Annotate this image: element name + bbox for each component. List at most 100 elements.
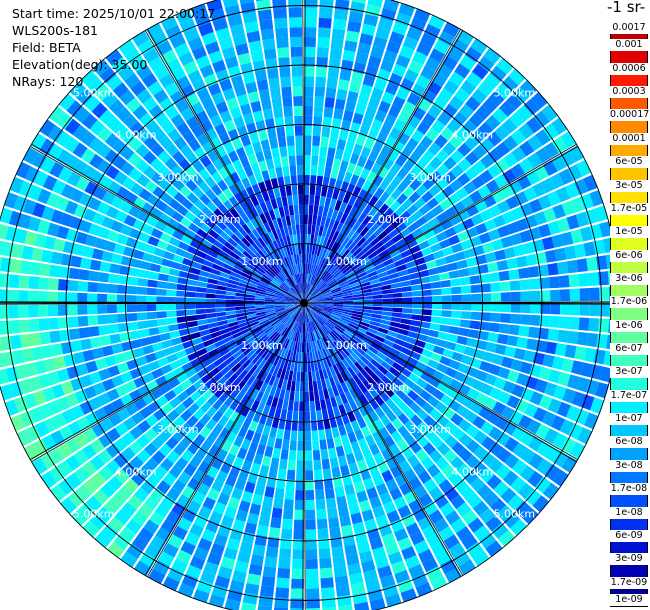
ray-gate-cell — [159, 415, 173, 429]
ray-gate-cell — [361, 315, 372, 321]
ray-gate-cell — [332, 230, 340, 242]
ray-gate-cell — [278, 558, 291, 569]
ray-gate-cell — [196, 281, 208, 288]
ray-gate-cell — [400, 77, 415, 92]
ray-gate-cell — [319, 284, 328, 292]
ray-gate-cell — [268, 315, 278, 321]
ray-gate-cell — [266, 352, 275, 363]
ray-gate-cell — [284, 328, 291, 339]
ray-gate-cell — [131, 535, 149, 551]
ray-gate-cell — [78, 327, 90, 339]
ray-gate-cell — [16, 429, 32, 447]
ray-gate-cell — [376, 266, 387, 275]
ray-gate-cell — [181, 198, 194, 210]
ray-gate-cell — [363, 390, 374, 402]
ray-gate-cell — [295, 321, 299, 332]
ray-gate-cell — [275, 308, 286, 313]
ray-gate-cell — [117, 322, 129, 333]
ray-gate-cell — [219, 427, 231, 440]
ray-gate-cell — [37, 304, 49, 317]
ray-gate-cell — [262, 425, 271, 437]
ray-gate-cell — [468, 329, 480, 339]
ray-gate-cell — [435, 257, 447, 267]
ray-gate-cell — [286, 410, 293, 421]
ray-gate-cell — [275, 309, 286, 314]
ray-gate-cell — [305, 568, 319, 579]
ray-gate-cell — [130, 80, 147, 97]
ray-gate-cell — [162, 472, 177, 487]
ray-gate-cell — [326, 187, 334, 199]
ray-gate-cell — [291, 341, 296, 352]
ray-gate-cell — [403, 407, 416, 420]
ray-gate-cell — [77, 280, 89, 292]
ray-gate-cell — [97, 392, 111, 406]
ray-gate-cell — [107, 283, 118, 294]
ray-gate-cell — [268, 283, 279, 290]
ray-gate-cell — [282, 327, 290, 338]
ray-gate-cell — [310, 341, 315, 352]
ray-gate-cell — [568, 274, 580, 288]
ray-gate-cell — [363, 299, 373, 303]
ray-gate-cell — [263, 211, 272, 222]
ray-gate-cell — [412, 106, 427, 121]
ray-gate-cell — [136, 64, 153, 80]
ray-gate-cell — [200, 119, 214, 133]
colorbar-tick-label: 3e-08 — [610, 459, 648, 472]
ray-gate-cell — [267, 268, 276, 277]
ray-gate-cell — [321, 587, 335, 599]
ray-gate-cell — [89, 455, 105, 471]
ray-gate-cell — [471, 379, 485, 392]
ray-gate-cell — [337, 455, 348, 467]
ray-gate-cell — [277, 136, 287, 148]
ray-gate-cell — [156, 304, 167, 311]
ray-gate-cell — [268, 406, 276, 418]
ray-gate-cell — [226, 287, 237, 293]
ray-gate-cell — [323, 295, 333, 299]
ray-gate-cell — [365, 331, 377, 339]
ray-gate-cell — [472, 144, 487, 160]
ray-gate-cell — [304, 56, 316, 67]
ray-gate-cell — [382, 303, 393, 307]
ray-gate-cell — [355, 268, 366, 276]
ray-gate-cell — [292, 371, 297, 382]
ray-gate-cell — [192, 216, 204, 228]
ray-gate-cell — [258, 129, 268, 142]
ray-gate-cell — [278, 206, 285, 218]
ray-gate-cell — [455, 187, 469, 200]
ray-gate-cell — [353, 209, 363, 220]
ray-gate-cell — [164, 171, 178, 185]
ray-gate-cell — [442, 141, 457, 156]
ray-gate-cell — [593, 239, 606, 255]
ray-gate-cell — [355, 103, 367, 116]
ray-gate-cell — [334, 326, 344, 334]
ray-gate-cell — [275, 261, 283, 272]
ray-gate-cell — [325, 322, 334, 331]
ray-gate-cell — [242, 330, 253, 338]
ray-gate-cell — [167, 128, 182, 143]
ray-gate-cell — [472, 461, 488, 476]
ray-gate-cell — [113, 437, 128, 452]
ray-gate-cell — [169, 268, 181, 277]
ray-gate-cell — [318, 369, 325, 380]
ray-gate-cell — [140, 336, 152, 347]
ray-gate-cell — [225, 307, 236, 312]
ray-gate-cell — [108, 412, 123, 427]
ray-gate-cell — [206, 283, 218, 290]
ray-gate-cell — [286, 469, 296, 481]
ray-gate-cell — [353, 303, 364, 306]
ray-gate-cell — [454, 63, 471, 79]
ray-gate-cell — [589, 287, 600, 301]
ray-gate-cell — [336, 324, 346, 332]
ray-gate-cell — [229, 444, 240, 457]
ray-gate-cell — [0, 320, 10, 335]
ray-gate-cell — [356, 459, 368, 472]
ray-gate-cell — [274, 250, 282, 261]
ray-gate-cell — [313, 469, 323, 481]
ray-gate-cell — [402, 36, 419, 51]
ray-gate-cell — [414, 396, 427, 408]
ray-gate-cell — [315, 370, 321, 381]
ray-gate-cell — [435, 149, 450, 163]
ray-gate-cell — [353, 197, 363, 209]
ray-gate-cell — [207, 150, 220, 163]
ray-gate-cell — [307, 332, 311, 343]
